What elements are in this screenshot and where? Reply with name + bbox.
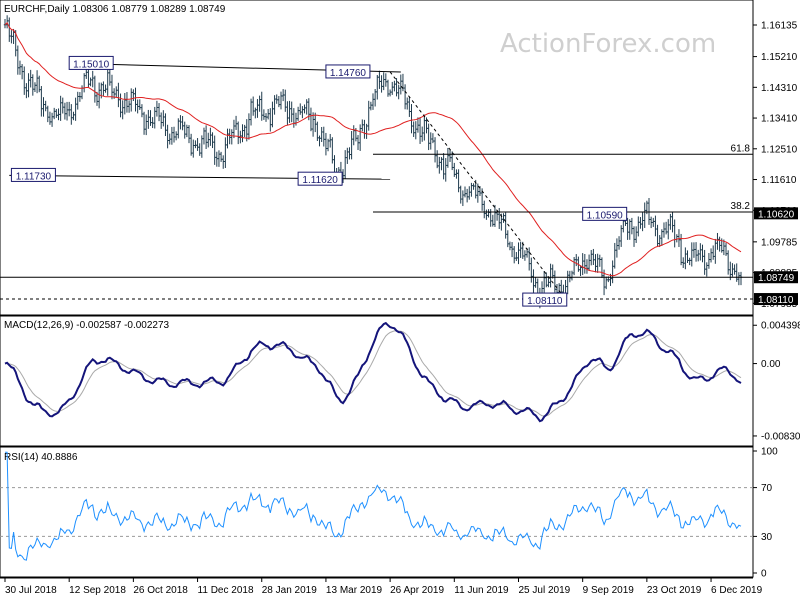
macd-tick-label: 0.00 — [761, 359, 781, 370]
x-axis: 30 Jul 2018 12 Sep 2018 26 Oct 2018 11 Dec … — [0, 577, 763, 596]
fib-label: 61.8 — [731, 143, 751, 154]
level-label: 1.14760 — [325, 64, 371, 79]
macd-main-line — [4, 321, 742, 423]
rsi-tick-label: 30 — [761, 532, 773, 543]
x-tick-label: 26 Oct 2018 — [133, 585, 188, 596]
level-label: 1.15010 — [68, 55, 114, 70]
svg-text:1.10590: 1.10590 — [587, 210, 624, 221]
price-bars — [3, 15, 743, 309]
x-tick-label: 23 Oct 2019 — [647, 585, 702, 596]
price-overlays: 61.8 38.2 1.15010 1.14760 1.11730 1.11620 1.10… — [0, 55, 753, 307]
fib-label: 38.2 — [731, 201, 751, 212]
price-tick-label: 1.13410 — [761, 114, 798, 125]
price-axis-tag: 1.10620 — [754, 207, 798, 220]
ma-line — [4, 21, 742, 277]
x-tick-label: 6 Dec 2019 — [711, 585, 763, 596]
macd-header: MACD(12,26,9) -0.002587 -0.002273 — [4, 320, 170, 331]
price-tick-label: 1.15210 — [761, 52, 798, 63]
moving-average — [4, 21, 742, 277]
price-panel: ActionForex.com EURCHF,Daily 1.08306 1.0… — [0, 0, 798, 316]
level-label: 1.11730 — [10, 167, 56, 182]
macd-signal-line — [4, 330, 742, 417]
price-axis-tag: 1.08110 — [754, 293, 798, 306]
x-tick-label: 12 Sep 2018 — [69, 585, 126, 596]
rsi-tick-label: 0 — [761, 569, 767, 580]
rsi-panel-frame — [0, 446, 754, 578]
macd-lines — [4, 321, 742, 423]
svg-text:1.14760: 1.14760 — [330, 68, 367, 79]
x-tick-label: 28 Jan 2019 — [262, 585, 317, 596]
level-label: 1.10590 — [582, 206, 628, 221]
rsi-tick-label: 70 — [761, 483, 773, 494]
svg-text:1.08749: 1.08749 — [758, 273, 795, 284]
price-tick-label: 1.16135 — [761, 21, 798, 32]
x-tick-label: 26 Apr 2019 — [390, 585, 444, 596]
macd-tick-label: -0.008306 — [761, 431, 800, 442]
price-panel-frame — [0, 0, 754, 316]
x-tick-label: 13 Mar 2019 — [326, 585, 383, 596]
macd-tick-label: 0.004398 — [761, 321, 800, 332]
price-y-axis: 1.16135 1.15210 1.14310 1.13410 1.12510 1.116… — [753, 21, 798, 310]
svg-text:1.08110: 1.08110 — [527, 296, 563, 307]
x-tick-label: 30 Jul 2018 — [5, 585, 57, 596]
svg-text:1.11730: 1.11730 — [16, 171, 52, 182]
watermark: ActionForex.com — [500, 29, 716, 59]
svg-text:1.15010: 1.15010 — [73, 59, 110, 70]
level-label: 1.08110 — [522, 292, 568, 307]
x-tick-label: 25 Jul 2019 — [518, 585, 570, 596]
rsi-tick-label: 100 — [761, 447, 778, 458]
macd-panel: MACD(12,26,9) -0.002587 -0.002273 0.0043… — [0, 315, 800, 447]
svg-text:1.08110: 1.08110 — [758, 295, 794, 306]
macd-y-axis: 0.004398 0.00 -0.008306 — [753, 321, 800, 442]
rsi-line — [0, 451, 753, 561]
price-header: EURCHF,Daily 1.08306 1.08779 1.08289 1.0… — [4, 4, 226, 15]
svg-text:1.10620: 1.10620 — [758, 209, 795, 220]
rsi-panel: RSI(14) 40.8886 100 70 30 0 — [0, 446, 778, 580]
rsi-header: RSI(14) 40.8886 — [4, 452, 78, 463]
level-label: 1.11620 — [297, 171, 343, 186]
x-tick-label: 11 Jun 2019 — [454, 585, 509, 596]
price-tick-label: 1.11610 — [761, 175, 797, 186]
rsi-line-path — [5, 451, 742, 561]
price-tick-label: 1.14310 — [761, 83, 798, 94]
price-tick-label: 1.09785 — [761, 237, 798, 248]
x-tick-label: 9 Sep 2019 — [583, 585, 635, 596]
svg-text:1.11620: 1.11620 — [302, 175, 338, 186]
price-axis-tag: 1.08749 — [754, 271, 798, 284]
price-tick-label: 1.12510 — [761, 144, 798, 155]
x-tick-label: 11 Dec 2018 — [198, 585, 254, 596]
rsi-y-axis: 100 70 30 0 — [753, 447, 778, 580]
